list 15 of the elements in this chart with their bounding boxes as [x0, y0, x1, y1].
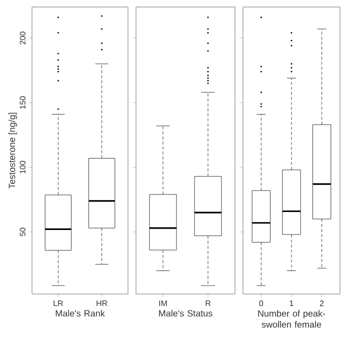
y-tick-label: 150	[20, 96, 26, 109]
x-tick-label: 2	[320, 300, 324, 306]
x-axis-title: Number of peak-swollen female	[258, 310, 326, 328]
x-axis-title: Male's Status	[159, 310, 212, 317]
x-tick-label: R	[206, 300, 211, 306]
x-tick-label: 0	[259, 300, 264, 306]
y-axis-title: Testosterone [ng/g]	[8, 112, 17, 189]
x-tick-label: LR	[54, 300, 63, 306]
x-tick-label: HR	[96, 300, 108, 306]
x-axis-title: Male's Rank	[56, 310, 105, 317]
x-tick-label: 1	[290, 300, 294, 306]
y-tick-label: 50	[20, 228, 26, 236]
x-tick-label: IM	[159, 300, 167, 306]
y-tick-label: 100	[20, 160, 26, 174]
y-tick-label: 200	[20, 32, 26, 44]
